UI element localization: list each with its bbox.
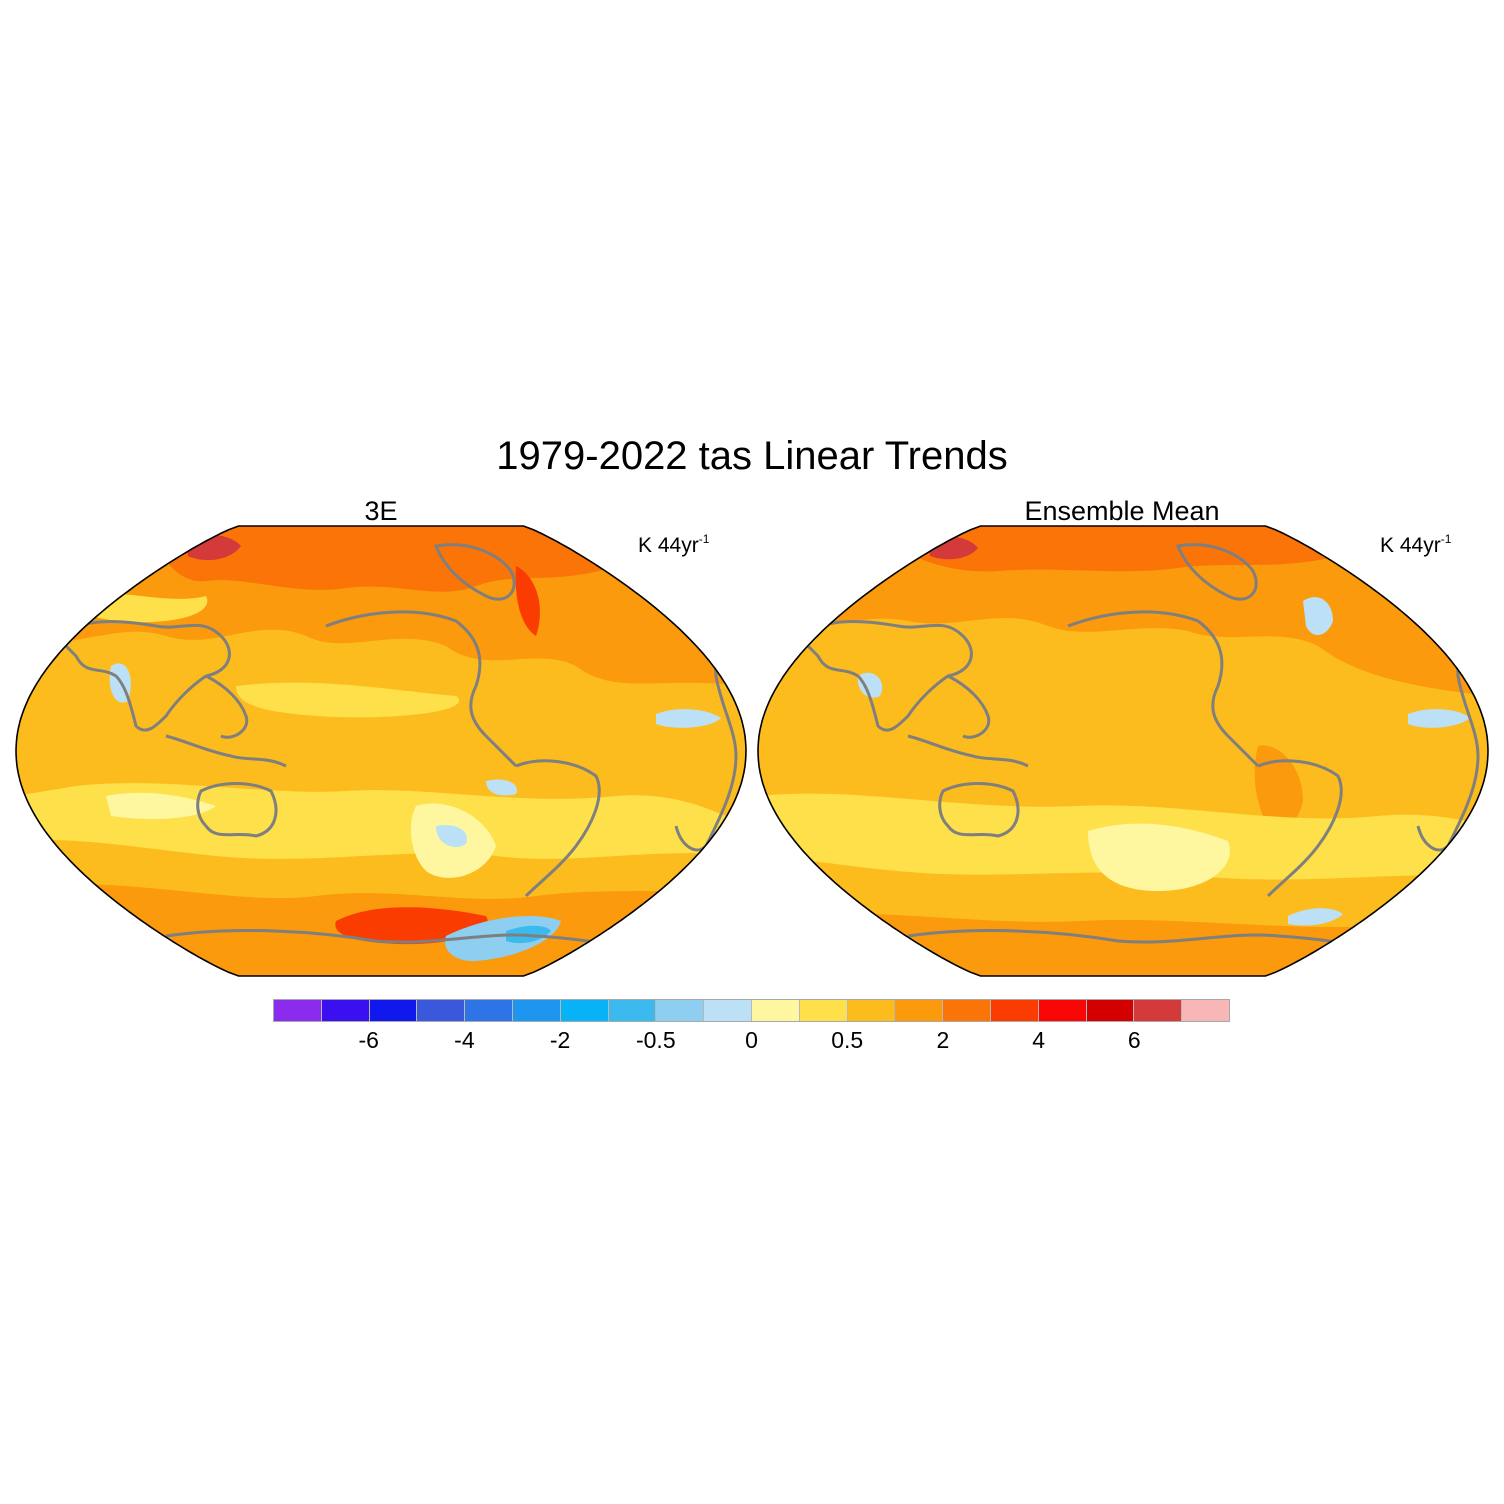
colorbar-swatch: [943, 1000, 991, 1021]
trend-region-south-pacific-very-weak: [1088, 823, 1230, 891]
coast-south-america: [1257, 759, 1343, 898]
coast-east-asia: [205, 674, 249, 739]
units-label-right: K 44yr-1: [1380, 532, 1452, 557]
colorbar-swatch: [608, 1000, 657, 1021]
map-panel-right: [757, 525, 1489, 977]
panel-title-left: 3E: [364, 496, 398, 526]
colorbar-swatch: [847, 1000, 896, 1021]
trend-region-southern-moderate: [758, 913, 1488, 976]
colorbar-swatch: [1134, 1000, 1183, 1021]
coast-east-asia: [947, 674, 991, 739]
colorbar-swatch: [1182, 1000, 1229, 1021]
coast-maritime-se-asia: [165, 734, 287, 768]
trend-region-europe-cool: [1303, 597, 1333, 636]
trend-region-sa-moderate: [1254, 745, 1303, 827]
trend-region-eq-cool: [486, 779, 517, 796]
panel-title-right: Ensemble Mean: [1024, 496, 1220, 526]
coast-australia: [196, 782, 278, 838]
colorbar-tick-label: 0: [745, 1027, 758, 1053]
colorbar-tick-label: -2: [549, 1027, 571, 1053]
colorbar-tick-label: -4: [454, 1027, 475, 1053]
colorbar-swatch: [895, 1000, 944, 1021]
colorbar-swatch: [751, 1000, 800, 1021]
coast-south-america: [515, 759, 601, 898]
coast-north-america: [325, 610, 518, 768]
colorbar-swatch: [417, 1000, 466, 1021]
colorbar: [273, 999, 1230, 1022]
map-panel-left: [15, 525, 747, 977]
colorbar-swatch: [512, 1000, 561, 1021]
colorbar-tick-label: 6: [1127, 1027, 1141, 1053]
colorbar-swatch: [799, 1000, 848, 1021]
coast-maritime-se-asia: [907, 734, 1029, 768]
trend-region-arctic-strong: [908, 526, 1338, 572]
coast-eurasia: [53, 620, 231, 732]
colorbar-tick-label: 2: [936, 1027, 950, 1053]
colorbar-swatch: [704, 1000, 752, 1021]
colorbar-swatch: [990, 1000, 1039, 1021]
colorbar-swatch: [656, 1000, 705, 1021]
trend-region-weddell-cool: [1288, 908, 1343, 926]
map-frame: [757, 525, 1489, 977]
trend-region-arctic-strong: [166, 526, 616, 592]
colorbar-swatch: [560, 1000, 609, 1021]
trend-region-sh-very-weak: [106, 792, 216, 819]
trend-region-tibet-cool: [857, 672, 883, 698]
coast-australia: [938, 782, 1020, 838]
coast-greenland: [1175, 543, 1258, 601]
trend-region-greenland: [515, 566, 540, 636]
colorbar-swatch: [321, 1000, 370, 1021]
trend-region-africa-cool: [656, 709, 721, 728]
trend-region-tropics-weak: [236, 682, 460, 718]
main-title: 1979-2022 tas Linear Trends: [496, 434, 1008, 478]
coast-north-america: [1067, 610, 1260, 768]
colorbar-tick-label: -0.5: [635, 1027, 676, 1053]
trend-region-africa-cool: [1408, 709, 1470, 728]
colorbar-tick-label: 4: [1032, 1027, 1045, 1053]
coast-eurasia: [795, 620, 973, 732]
colorbar-swatch: [1038, 1000, 1087, 1021]
coast-greenland: [433, 543, 516, 601]
units-label-left: K 44yr-1: [638, 532, 710, 557]
map-frame: [15, 525, 747, 977]
trend-region-nh-moderate: [758, 526, 1488, 696]
trend-region-sh-cool: [436, 825, 467, 847]
colorbar-tick-label: -6: [358, 1027, 379, 1053]
colorbar-swatch: [369, 1000, 418, 1021]
colorbar-swatch: [465, 1000, 513, 1021]
colorbar-swatch: [274, 1000, 322, 1021]
colorbar-tick-label: 0.5: [831, 1027, 864, 1053]
colorbar-swatch: [1086, 1000, 1135, 1021]
